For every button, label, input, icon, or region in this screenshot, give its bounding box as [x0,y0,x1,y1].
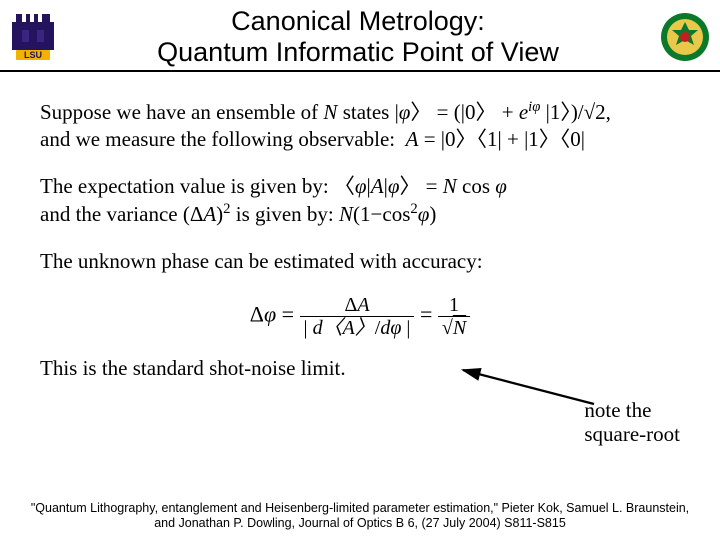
citation: "Quantum Lithography, entanglement and H… [0,501,720,532]
citation-l2: and Jonathan P. Dowling, Journal of Opti… [154,516,566,530]
citation-l1: "Quantum Lithography, entanglement and H… [31,501,689,515]
arrow-to-sqrt [0,0,720,540]
